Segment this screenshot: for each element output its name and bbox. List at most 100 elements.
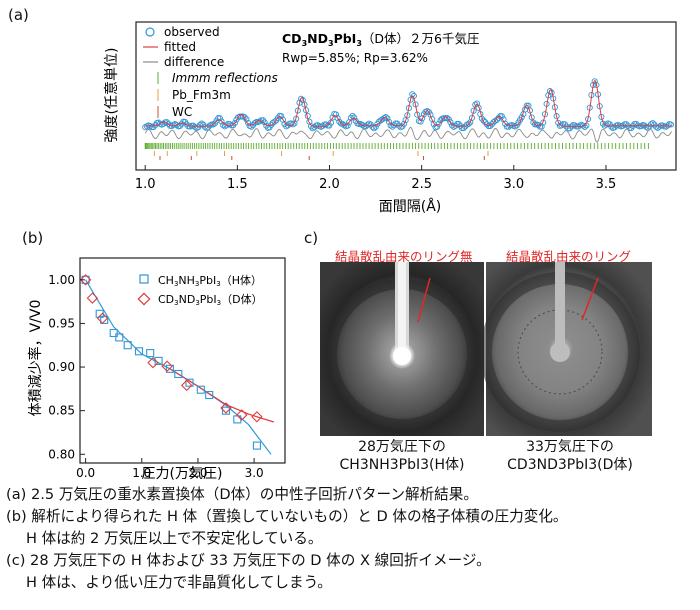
caption-line-c-cont: H 体は、より低い圧力で非晶質化してしまう。 [26,574,332,591]
volume-ylabel: 体積減少率，V/V0 [27,300,44,417]
observed-point [409,91,416,98]
observed-point [417,118,424,125]
x-tick-label: 3.0 [245,466,264,480]
observed-point [523,102,530,109]
x-tick-label: 1.0 [135,177,156,192]
volume-chart: 体積減少率，V/V0 圧力(万気圧) CH3NH3PbI3（H体） CD3ND3… [27,257,286,482]
caption-line-b: (b) 解析により得られた H 体（置換していないもの）と D 体の格子体積の圧… [6,508,568,525]
observed-point [667,121,675,128]
x-tick-label: 3.5 [596,177,617,192]
observed-point [623,121,630,128]
observed-point [444,115,451,122]
diffraction-ylabel: 強度(任意単位) [103,48,120,143]
xray-images [320,262,652,436]
volume-frame [79,257,286,464]
h-point [165,364,174,373]
d-point [86,292,99,304]
d-point [79,274,92,286]
observed-point [382,114,389,121]
d-point [96,312,109,324]
observed-point [372,123,379,130]
observed-point [518,114,525,121]
h-point [100,315,109,324]
observed-point [150,124,157,131]
diffraction-r-values: Rwp=5.85%; Rp=3.62% [282,51,428,65]
y-tick-label: 0.85 [48,404,75,418]
observed-point [536,123,544,130]
observed-point [445,116,452,123]
observed-point [248,123,255,130]
legend-d: CD3ND3PbI3（D体） [158,292,263,307]
caption-line-a: (a) 2.5 万気圧の重水素置換体（D体）の中性子回折パターン解析結果。 [6,486,478,503]
legend-pb: Pb_Fm3m [172,88,231,102]
observed-point [385,118,393,125]
xray-right-ring [517,309,603,395]
observed-point [465,120,472,127]
diffraction-legend: observed fitted difference Immm reflecti… [143,25,278,119]
legend-observed-marker [145,27,155,37]
x-tick-label: 2.5 [411,177,432,192]
h-point [196,385,205,394]
h-point [115,333,124,342]
observed-point [298,95,305,102]
legend-observed: observed [164,25,220,39]
legend-d-marker [137,292,151,306]
y-tick-label: 0.90 [48,360,75,374]
xray-left-caption: 28万気圧下の CH3NH3PbI3(H体) [339,439,465,473]
panel-c-label: c) [304,229,319,247]
figure-caption: (a) 2.5 万気圧の重水素置換体（D体）の中性子回折パターン解析結果。 (b… [6,484,696,594]
difference-line [144,126,672,143]
panel-a-label: (a) [8,6,29,24]
legend-fitted: fitted [164,40,196,54]
observed-point [245,119,252,126]
xray-left-red-label: 結晶散乱由来のリング無 [335,249,473,264]
d-point [180,379,193,392]
h-point [185,378,194,387]
observed-point [566,125,573,132]
legend-wc: WC [172,105,192,119]
observed-point [447,119,454,126]
volume-xlabel: 圧力(万気圧) [142,466,223,482]
x-tick-label: 2.0 [319,177,340,192]
legend-h-marker [139,274,149,284]
observed-point [334,115,341,122]
observed-point [419,115,426,122]
observed-point [369,123,376,131]
observed-point [341,122,348,129]
observed-point [218,118,225,125]
observed-point [191,123,199,131]
legend-difference: difference [164,55,224,69]
d-fit-line [169,368,274,423]
observed-point [664,122,671,129]
h-point [205,390,214,400]
d-point [251,411,263,423]
y-tick-label: 0.80 [48,447,75,461]
diffraction-title: CD3ND3PbI3（D体）２万6千気圧 [282,31,480,48]
observed-point [216,115,223,122]
y-tick-label: 1.00 [48,273,75,287]
d-point [147,356,159,369]
h-point [154,356,163,365]
observed-point [332,111,340,118]
legend-immm: Immm reflections [172,71,278,85]
xray-left-pointer [417,277,431,323]
diffraction-frame [135,21,677,171]
panel-b-label: (b) [22,229,44,247]
h-point [109,328,118,338]
observed-point [581,123,588,131]
diffraction-x-ticks: 1.0 1.5 2.0 2.5 3.0 3.5 [135,165,616,192]
h-point [123,341,132,350]
observed-point [389,123,396,130]
observed-point [210,121,217,128]
observed-point [407,96,414,103]
h-point [146,349,155,358]
observed-point [644,124,651,131]
d-point [220,402,232,414]
xray-right-pointer [581,277,599,321]
diffraction-xlabel: 面間隔(Å) [379,198,442,215]
observed-point [294,107,301,114]
h-point [221,406,231,415]
observed-point [400,120,408,127]
caption-line-c: (c) 28 万気圧下の H 体および 33 万気圧下の D 体の X 線回折イ… [6,552,491,569]
observed-point [434,123,441,130]
